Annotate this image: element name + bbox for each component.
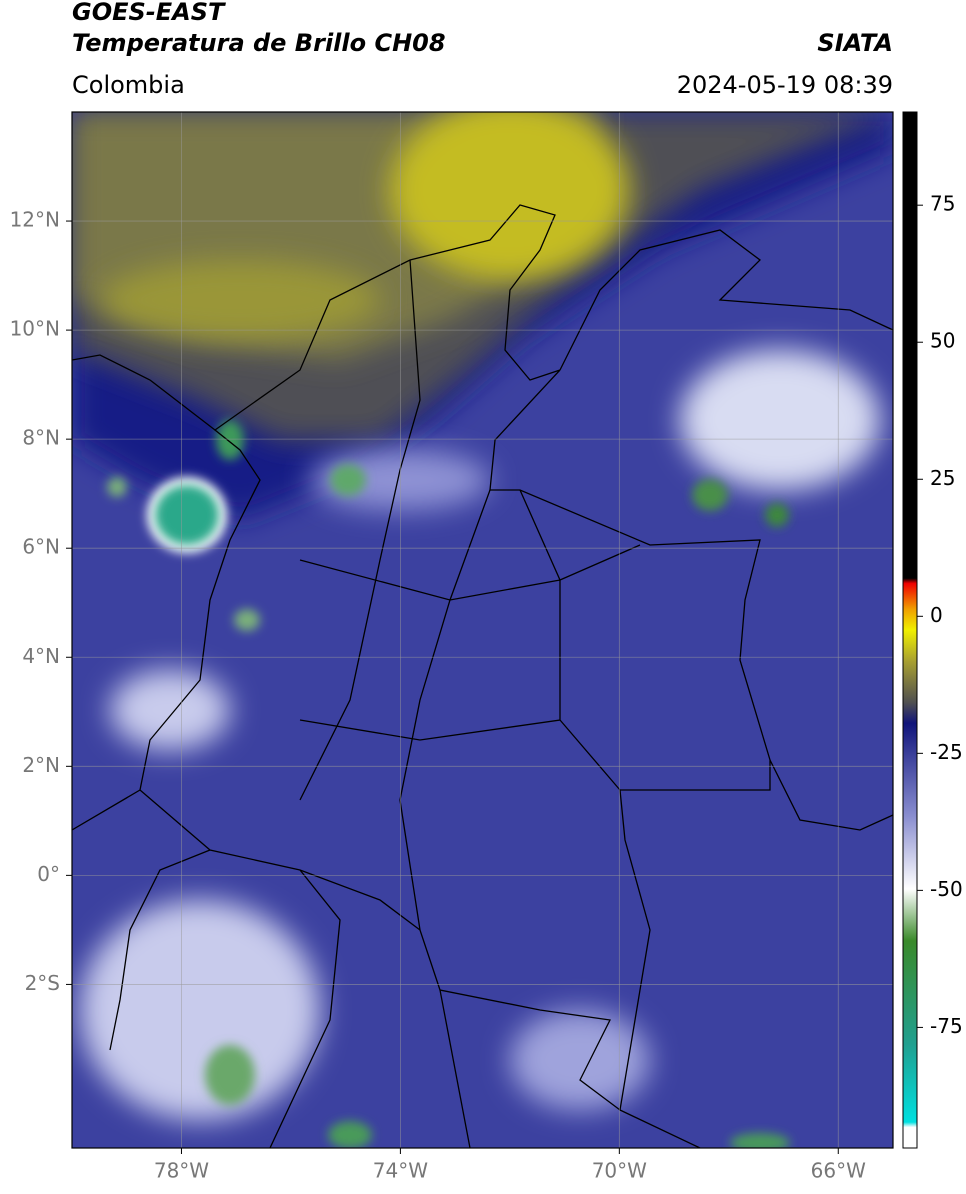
title-line1: GOES-EAST [72,0,226,26]
colorbar-tick-label: -25 [930,740,963,764]
y-tick-label: 4°N [22,644,60,668]
colorbar-tick-label: 25 [930,466,955,490]
map-frame [71,111,894,1149]
grid [72,112,893,1148]
title-line2: Temperatura de Brillo CH08 [72,29,446,57]
header: GOES-EAST Temperatura de Brillo CH08 Col… [72,0,893,99]
y-tick-label: 6°N [22,535,60,559]
colorbar-tick-label: -50 [930,877,963,901]
x-tick-label: 66°W [811,1159,866,1183]
x-tick-label: 70°W [592,1159,647,1183]
colorbar-tick-label: 75 [930,192,955,216]
y-tick-label: 2°S [25,971,60,995]
colorbar [902,111,918,1149]
colorbar-tick-label: 0 [930,603,943,627]
colorbar-tick-label: 50 [930,329,955,353]
y-tick-label: 8°N [22,426,60,450]
colorbar-tick-label: -75 [930,1014,963,1038]
y-tick-label: 0° [37,862,60,886]
source: SIATA [817,29,893,57]
satellite-image [72,112,893,1148]
datetime: 2024-05-19 08:39 [677,71,893,99]
x-tick-label: 74°W [373,1159,428,1183]
x-tick-label: 78°W [154,1159,209,1183]
y-tick-label: 10°N [10,317,60,341]
y-tick-label: 12°N [10,208,60,232]
region: Colombia [72,71,185,99]
y-tick-label: 2°N [22,753,60,777]
